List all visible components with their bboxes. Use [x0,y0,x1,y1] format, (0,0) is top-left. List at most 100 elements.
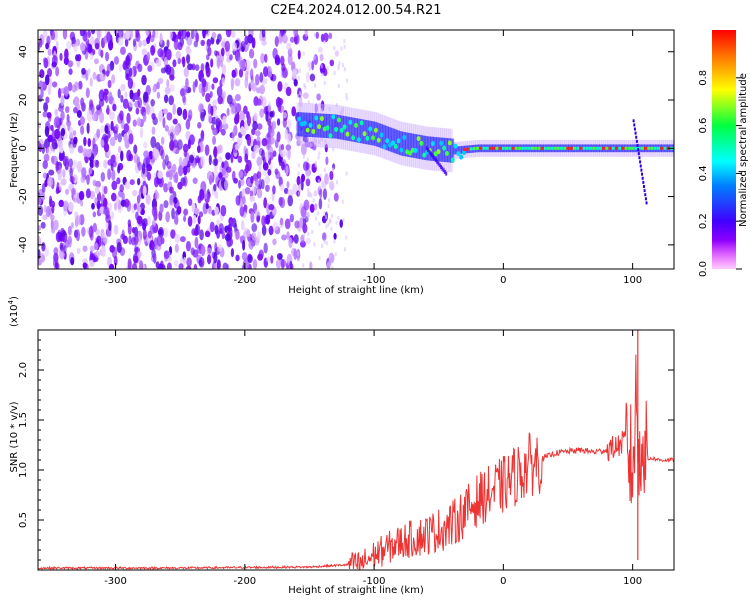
spectrogram-band [360,119,363,144]
spectrogram-noise-cell [166,39,170,49]
spectrogram-speckle [320,136,323,141]
spectrogram-peak-cell [537,146,541,150]
spectrogram-speckle [326,66,329,71]
spectrogram-band [312,113,315,138]
spectrogram-noise-cell [110,192,117,202]
spectrogram-noise-cell [89,100,93,111]
spectrogram-noise-cell [252,259,258,269]
spectrogram-noise-cell [123,123,130,133]
colorbar-tick-label: 0.4 [698,165,709,181]
spectrogram-noise-cell [101,245,106,257]
spectrogram-peak-cell [462,150,467,156]
spectrogram-noise-cell [85,188,91,199]
spectrogram-noise-cell [60,178,67,186]
spectrogram-noise-cell [292,183,298,195]
spectrogram-noise-cell [195,32,199,43]
spectrogram-speckle [299,140,302,145]
spectrogram-band [372,121,376,146]
spectrogram-noise-cell [200,140,204,153]
spectrogram-noise-cell [286,231,290,240]
spectrogram-noise-cell [46,111,52,119]
spectrogram-peak-cell [314,115,319,121]
spectrogram-noise-cell [107,79,112,89]
spectrogram-noise-cell [113,224,119,235]
spectrogram-speckle [343,67,346,72]
spectrogram-noise-cell [156,81,160,90]
spectrogram-noise-cell [157,170,163,179]
spectrogram-noise-cell [100,194,106,206]
spectrogram-noise-cell [219,60,224,68]
spectrogram-peak-cell [365,135,370,141]
spectrogram-noise-cell [103,185,108,195]
spectrogram-noise-cell [158,145,164,156]
spectrogram-noise-cell [257,253,263,261]
spectrogram-peak-cell [297,116,302,122]
spectrogram-noise-cell [58,153,64,162]
spectrogram-peak-cell [410,147,415,153]
spectrogram-noise-cell [169,194,173,206]
spectrogram-speckle [303,83,306,88]
spectrogram-noise-cell [136,215,143,225]
spectrogram-noise-cell [92,72,97,80]
spectrogram-noise-cell [314,103,318,114]
spectrogram-x-tick-label: -100 [363,275,386,286]
spectrogram-speckle [329,254,332,259]
spectrogram-noise-cell [285,86,292,97]
spectrogram-x-tick-label: -300 [104,275,127,286]
spectrogram-noise-cell [173,197,178,204]
spectrogram-noise-cell [305,71,310,83]
spectrogram-noise-cell [135,30,140,38]
spectrogram-noise-cell [86,110,93,122]
spectrogram-noise-cell [247,34,254,44]
spectrogram-noise-cell [240,40,246,52]
spectrogram-noise-cell [229,54,233,61]
spectrogram-noise-cell [99,111,105,124]
spectrogram-noise-cell [197,215,201,225]
spectrogram-y-tick-label: 40 [18,45,29,58]
spectrogram-speckle [314,83,317,88]
colorbar: 0.0 0.2 0.4 0.6 0.8 Normalized spectral ampl… [698,30,749,277]
spectrogram-peak-cell [663,146,667,150]
spectrogram-noise-cell [204,191,208,200]
spectrogram-peak-cell [589,146,593,150]
spectrogram-noise-cell [146,51,151,61]
spectrogram-speckle [333,239,336,244]
spectrogram-speckle [299,108,302,113]
spectrogram-noise-cell [72,107,78,114]
spectrogram-noise-cell [231,129,235,142]
spectrogram-speckle [309,143,312,148]
spectrogram-noise-cell [253,144,260,154]
spectrogram-y-tick-label: -20 [18,188,29,204]
spectrogram-speckle [328,107,331,112]
spectrogram-peak-cell [354,122,358,128]
spectrogram-speckle [307,232,310,237]
spectrogram-band [329,114,332,139]
spectrogram-noise-cell [298,99,303,109]
spectrogram-band [558,144,562,153]
spectrogram-noise-cell [111,180,118,191]
spectrogram-band [383,125,386,150]
spectrogram-noise-cell [204,144,210,156]
spectrogram-noise-cell [163,56,169,67]
spectrogram-noise-cell [110,163,114,172]
spectrogram-noise-cell [154,191,160,200]
spectrogram-noise-cell [309,73,316,82]
spectrogram-band [377,122,380,148]
spectrogram-band [391,128,394,153]
spectrogram-speckle [335,103,338,108]
spectrogram-noise-cell [90,36,95,46]
spectrogram-noise-cell [299,216,304,229]
spectrogram-spike [636,143,639,147]
spectrogram-noise-cell [284,218,291,230]
spectrogram-noise-cell [156,178,162,185]
spectrogram-noise-cell [186,48,192,55]
spectrogram-noise-cell [164,86,171,95]
spectrogram-peak-cell [445,151,450,157]
spectrogram-noise-cell [68,68,73,75]
spectrogram-speckle [298,184,301,189]
spectrogram-spike [640,168,643,172]
spectrogram-noise-cell [100,49,104,59]
spectrogram-peak-cell [582,146,586,150]
spectrogram-band [403,132,407,157]
spectrogram-noise-cell [108,91,113,103]
